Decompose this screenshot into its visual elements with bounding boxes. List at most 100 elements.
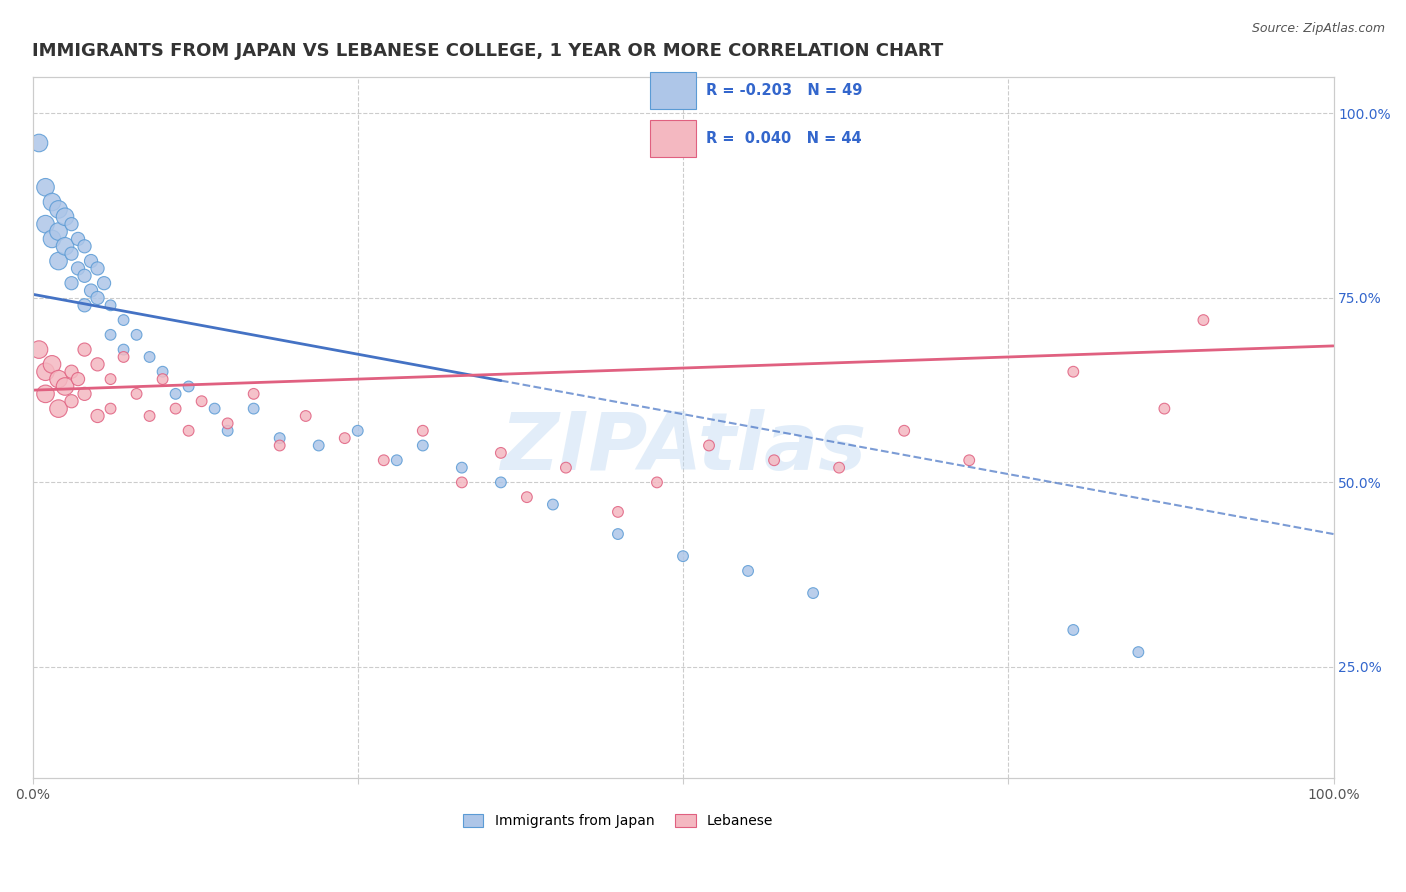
Point — [48, 225, 70, 239]
Point — [489, 446, 512, 460]
Point — [41, 194, 63, 209]
Point — [86, 291, 108, 305]
Point — [489, 475, 512, 490]
Point — [73, 298, 96, 312]
Point — [555, 460, 578, 475]
Point — [1192, 313, 1215, 327]
Point — [516, 490, 538, 504]
Point — [73, 268, 96, 283]
Point — [73, 343, 96, 357]
Point — [34, 217, 56, 231]
Point — [737, 564, 759, 578]
Point — [138, 350, 160, 364]
Point — [1062, 365, 1084, 379]
Point — [93, 276, 115, 290]
Point — [957, 453, 980, 467]
Point — [73, 239, 96, 253]
Point — [763, 453, 786, 467]
Point — [41, 357, 63, 371]
Point — [34, 365, 56, 379]
Point — [28, 136, 51, 150]
Point — [269, 438, 291, 452]
FancyBboxPatch shape — [650, 120, 696, 157]
Point — [893, 424, 915, 438]
Point — [60, 217, 83, 231]
Text: R = -0.203   N = 49: R = -0.203 N = 49 — [706, 83, 862, 97]
Point — [541, 498, 564, 512]
Point — [125, 327, 148, 342]
Point — [177, 379, 200, 393]
Point — [28, 343, 51, 357]
Point — [373, 453, 395, 467]
Point — [607, 505, 630, 519]
Point — [152, 372, 174, 386]
Point — [204, 401, 226, 416]
Point — [60, 276, 83, 290]
Point — [242, 401, 264, 416]
Point — [53, 239, 76, 253]
Point — [112, 350, 135, 364]
Text: ZIPAtlas: ZIPAtlas — [501, 409, 866, 487]
Point — [308, 438, 330, 452]
Point — [450, 475, 472, 490]
Point — [828, 460, 851, 475]
Point — [1128, 645, 1150, 659]
Point — [41, 232, 63, 246]
Point — [190, 394, 212, 409]
Point — [645, 475, 668, 490]
Point — [672, 549, 695, 564]
Point — [86, 261, 108, 276]
Point — [53, 210, 76, 224]
Point — [217, 424, 239, 438]
Point — [177, 424, 200, 438]
Point — [346, 424, 368, 438]
Point — [1062, 623, 1084, 637]
Point — [1153, 401, 1175, 416]
Point — [217, 417, 239, 431]
Point — [48, 202, 70, 217]
Point — [60, 394, 83, 409]
Point — [80, 254, 103, 268]
Point — [60, 365, 83, 379]
Point — [73, 387, 96, 401]
Point — [801, 586, 824, 600]
Text: Source: ZipAtlas.com: Source: ZipAtlas.com — [1251, 22, 1385, 36]
Point — [165, 387, 187, 401]
Legend: Immigrants from Japan, Lebanese: Immigrants from Japan, Lebanese — [457, 808, 779, 834]
Point — [125, 387, 148, 401]
Point — [385, 453, 408, 467]
Point — [607, 527, 630, 541]
Point — [60, 246, 83, 260]
Point — [67, 372, 90, 386]
Point — [112, 343, 135, 357]
Point — [86, 409, 108, 423]
Point — [34, 387, 56, 401]
Point — [67, 232, 90, 246]
Point — [412, 438, 434, 452]
Point — [269, 431, 291, 445]
Point — [67, 261, 90, 276]
Point — [152, 365, 174, 379]
Point — [53, 379, 76, 393]
Point — [80, 284, 103, 298]
Point — [242, 387, 264, 401]
Point — [165, 401, 187, 416]
Point — [100, 298, 122, 312]
Point — [697, 438, 720, 452]
Point — [48, 401, 70, 416]
Point — [138, 409, 160, 423]
Point — [100, 401, 122, 416]
Point — [450, 460, 472, 475]
Point — [100, 327, 122, 342]
Point — [48, 372, 70, 386]
FancyBboxPatch shape — [650, 71, 696, 109]
Point — [294, 409, 316, 423]
Point — [100, 372, 122, 386]
Text: R =  0.040   N = 44: R = 0.040 N = 44 — [706, 131, 862, 146]
Point — [86, 357, 108, 371]
Point — [48, 254, 70, 268]
Point — [412, 424, 434, 438]
Point — [112, 313, 135, 327]
Text: IMMIGRANTS FROM JAPAN VS LEBANESE COLLEGE, 1 YEAR OR MORE CORRELATION CHART: IMMIGRANTS FROM JAPAN VS LEBANESE COLLEG… — [32, 42, 943, 60]
Point — [34, 180, 56, 194]
